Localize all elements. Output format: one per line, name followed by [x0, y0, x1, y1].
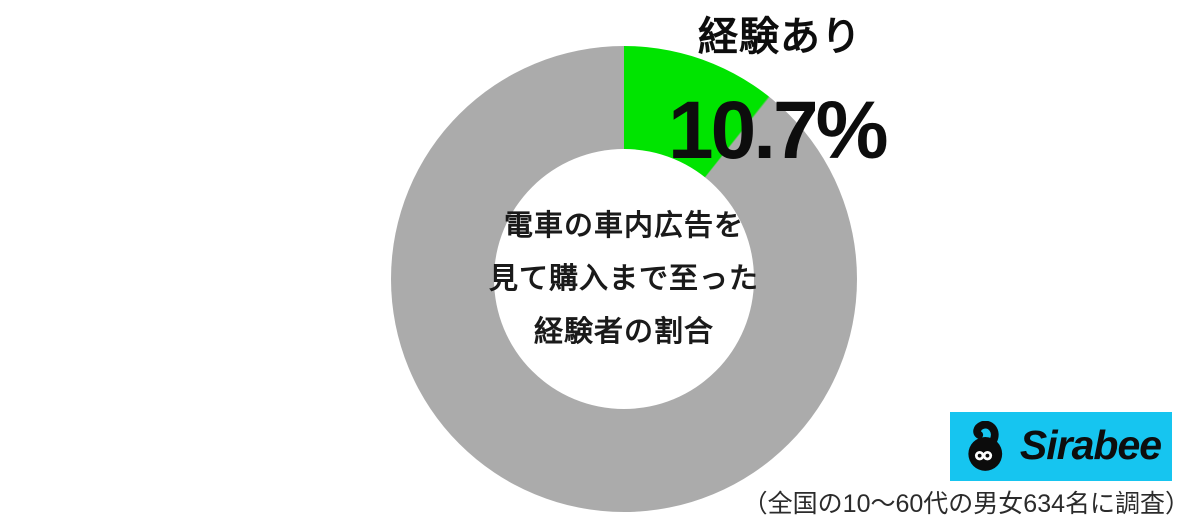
sirabee-logo-text: Sirabee [1019, 422, 1162, 468]
slice-callout-value: 10.7% [668, 85, 889, 176]
donut-center-text-line2: 見て購入まで至った [489, 262, 760, 295]
donut-chart: 電車の車内広告を 見て購入まで至った 経験者の割合 [391, 46, 857, 512]
survey-footnote: （全国の10〜60代の男女634名に調査） [742, 490, 1190, 518]
donut-center-text-line3: 経験者の割合 [533, 315, 714, 348]
donut-center-text-line1: 電車の車内広告を [503, 209, 744, 242]
donut-center: 電車の車内広告を 見て購入まで至った 経験者の割合 [489, 149, 758, 409]
slice-callout-label: 経験あり [698, 15, 862, 59]
sirabee-mascot-icon [968, 420, 1003, 471]
sirabee-logo: Sirabee [950, 412, 1172, 481]
